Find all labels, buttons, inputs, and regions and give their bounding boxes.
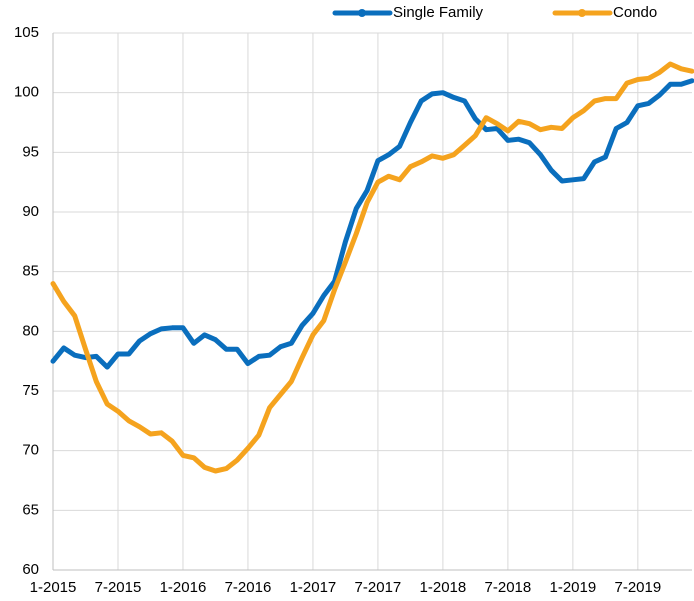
- line-series: [50, 78, 694, 370]
- x-tick-label: 7-2015: [95, 579, 142, 596]
- legend-label: Condo: [613, 4, 657, 21]
- y-tick-label: 60: [22, 561, 39, 578]
- line-series: [50, 61, 694, 474]
- y-tick-label: 95: [22, 143, 39, 160]
- x-tick-label: 7-2016: [225, 579, 272, 596]
- x-tick-label: 7-2018: [485, 579, 532, 596]
- y-tick-label: 85: [22, 263, 39, 280]
- x-tick-label: 1-2017: [290, 579, 337, 596]
- x-tick-label: 7-2019: [614, 579, 661, 596]
- x-tick-label: 1-2016: [160, 579, 207, 596]
- y-tick-label: 100: [14, 84, 39, 101]
- x-tick-label: 1-2019: [550, 579, 597, 596]
- legend-marker: [358, 9, 366, 17]
- y-tick-label: 80: [22, 322, 39, 339]
- y-tick-label: 90: [22, 203, 39, 220]
- y-tick-label: 70: [22, 442, 39, 459]
- y-tick-label: 65: [22, 501, 39, 518]
- x-tick-label: 1-2015: [30, 579, 77, 596]
- x-tick-label: 1-2018: [420, 579, 467, 596]
- legend-marker: [578, 9, 586, 17]
- x-tick-label: 7-2017: [355, 579, 402, 596]
- legend-label: Single Family: [393, 4, 484, 21]
- y-tick-label: 75: [22, 382, 39, 399]
- y-tick-label: 105: [14, 24, 39, 41]
